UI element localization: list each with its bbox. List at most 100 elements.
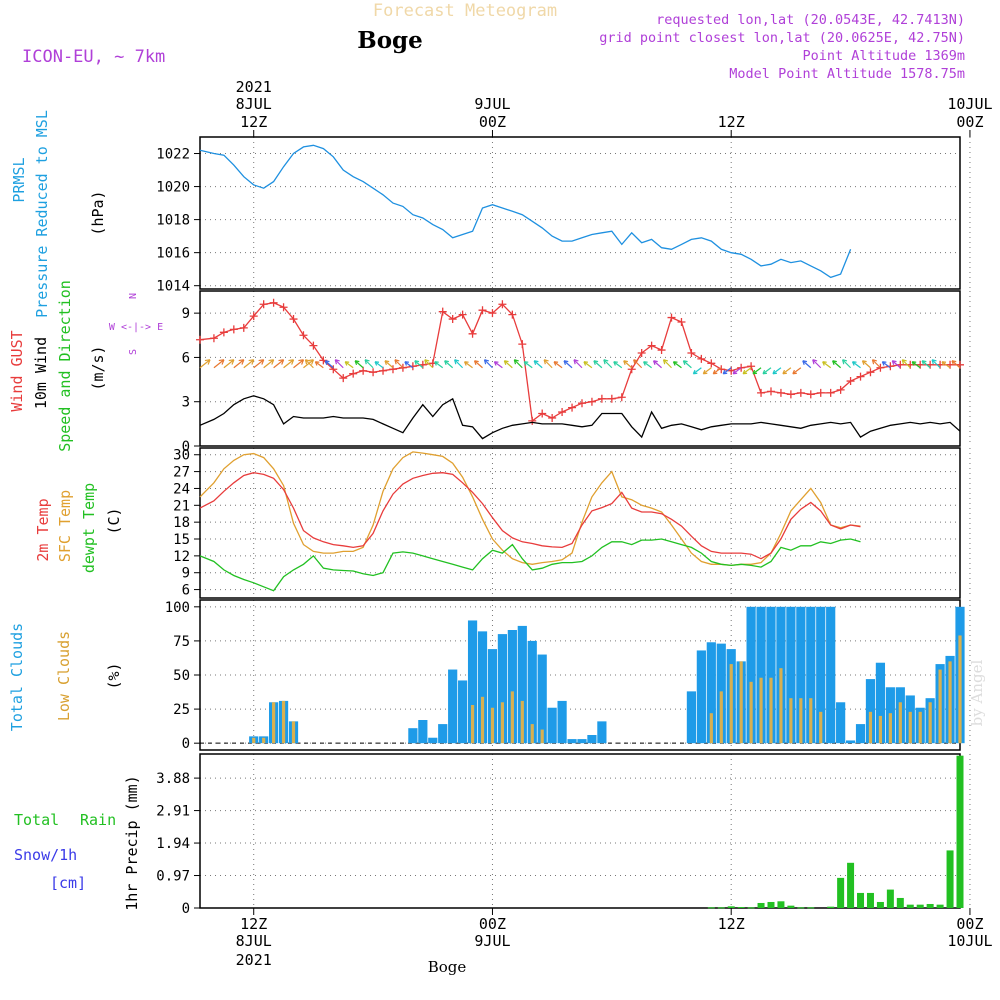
total-cloud-bar (786, 606, 796, 744)
low-cloud-bar (510, 691, 514, 744)
total-cloud-bar (756, 606, 766, 744)
rain-bar (717, 907, 725, 909)
gust-marker (747, 362, 756, 371)
ytick-label-clouds-4: 100 (165, 600, 190, 616)
wind-arrow-head (513, 359, 519, 365)
total-cloud-bar (746, 606, 756, 744)
gust-marker (607, 394, 616, 403)
wind-arrow (712, 367, 722, 375)
wind-arrow (384, 360, 394, 369)
wind-arrow (812, 359, 822, 369)
gust-marker (239, 323, 248, 332)
wind-arrow-head (374, 361, 380, 366)
wind-arrow-head (643, 361, 648, 366)
wind-arrow (404, 361, 414, 369)
sfc-temp-label: SFC Temp (56, 490, 74, 562)
ytick-label-precipitation-0: 0 (182, 901, 190, 917)
wind-arrow (444, 360, 454, 369)
wind-arrow-head (304, 359, 310, 365)
wind-arrow-head (921, 360, 927, 366)
wind-arrow-head (473, 360, 479, 366)
grid-point-coords: grid point closest lon,lat (20.0625E, 42… (599, 30, 965, 46)
wind-arrow (722, 367, 732, 375)
total-cloud-bar (487, 649, 498, 744)
wind-arrow-head (692, 369, 698, 375)
ytick-label-pressure-0: 1014 (156, 279, 190, 295)
ytick-label-temperature-4: 18 (173, 515, 190, 531)
wind-arrow (702, 367, 712, 375)
dewpt-label: dewpt Temp (80, 483, 98, 573)
wind-arrow (792, 367, 802, 375)
total-cloud-bar (477, 631, 488, 744)
wind-arrow (364, 359, 374, 369)
plot-area: 1014101610181020102203696912151821242730… (156, 78, 992, 969)
wind-arrow (762, 367, 772, 375)
total-cloud-bar (547, 707, 557, 744)
compass-west-east: W <-|-> E (109, 322, 163, 333)
low-cloud-bar (729, 664, 733, 744)
wind-arrow-head (702, 369, 708, 375)
gust-label: Wind GUST (8, 330, 26, 411)
wind-arrow-head (653, 360, 658, 366)
wind-arrow (583, 361, 593, 369)
snow-label: Snow/1h (14, 846, 77, 864)
gust-marker (796, 388, 805, 397)
wind-arrow-head (901, 359, 907, 365)
gust-marker (448, 315, 457, 324)
wind-arrow (842, 359, 852, 369)
gust-marker (687, 349, 696, 357)
rain-bar (946, 850, 954, 908)
wind-arrow (693, 367, 702, 375)
wind-arrow (283, 359, 294, 369)
bottom-time-label-0-0: 12Z (240, 915, 267, 933)
bottom-time-label-0-1: 8JUL (236, 932, 272, 950)
wind-arrow (673, 361, 682, 369)
total-cloud-bar (408, 728, 418, 744)
ytick-label-temperature-7: 27 (173, 465, 190, 481)
gust-marker (677, 318, 686, 326)
wind-arrow (303, 359, 314, 369)
gust-marker (209, 334, 218, 343)
total-cloud-bar (587, 735, 597, 744)
watermark: by Angel (968, 659, 986, 726)
wind-arrow-head (384, 360, 390, 366)
wind-arrow-head (238, 359, 245, 365)
top-time-label-3-2: 00Z (956, 113, 983, 131)
wind-arrow-head (563, 360, 569, 366)
wind-arrow-head (493, 361, 499, 366)
low-cloud-bar (252, 737, 256, 744)
ytick-label-pressure-1: 1016 (156, 246, 190, 262)
low-cloud-bar (938, 669, 942, 744)
gust-marker (587, 397, 596, 406)
gust-marker (627, 365, 636, 374)
wind-arrow-head (278, 359, 285, 365)
ytick-label-pressure-3: 1020 (156, 180, 190, 196)
gust-marker (786, 390, 795, 399)
meteogram-title: Forecast Meteogram (373, 1, 557, 21)
gust-marker (637, 349, 646, 357)
wind-arrow (293, 359, 304, 369)
snow-units: [cm] (50, 874, 86, 892)
wind-arrow-head (772, 369, 778, 375)
wind-arrow-head (523, 361, 529, 366)
rain-bar (757, 902, 765, 908)
wind-arrow-head (364, 359, 370, 365)
total-cloud-bar (597, 721, 607, 744)
wind-arrow (263, 359, 275, 369)
rain-bar (896, 897, 904, 908)
rain-bar (737, 906, 745, 908)
rain-bar (707, 907, 715, 909)
rain-bar (807, 907, 815, 909)
wind-arrow-head (204, 359, 211, 365)
ytick-label-precipitation-4: 3.88 (156, 771, 190, 787)
gust-marker (438, 307, 447, 316)
wind-arrow (931, 359, 941, 369)
total-cloud-bar (567, 739, 577, 744)
wind-arrow-head (394, 359, 400, 365)
requested-coords: requested lon,lat (20.0543E, 42.7413N) (656, 12, 965, 28)
low-cloud-bar (759, 677, 763, 744)
top-time-label-2-2: 12Z (718, 113, 745, 131)
compass-south: S (128, 349, 139, 355)
wind-arrow (921, 360, 931, 369)
total-cloud-bar (836, 702, 846, 744)
